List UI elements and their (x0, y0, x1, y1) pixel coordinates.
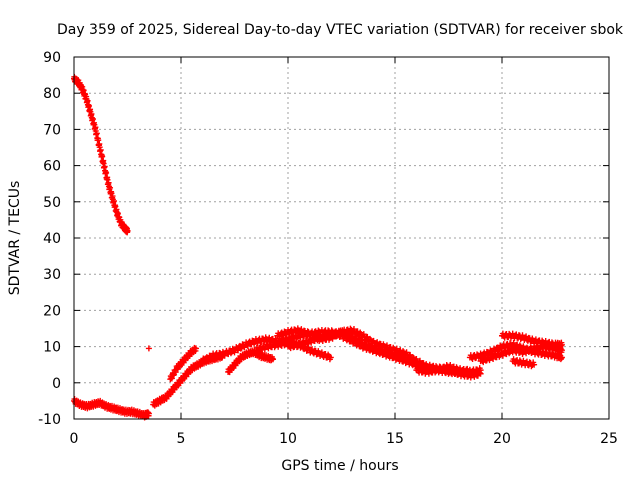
data-point (558, 341, 565, 348)
series-sat-B (71, 396, 152, 421)
data-point (327, 354, 334, 361)
x-tick-label: 5 (177, 431, 186, 447)
data-point (441, 366, 448, 373)
x-tick-label: 10 (279, 431, 297, 447)
x-axis-ticks: 0 5 10 15 20 25 (70, 57, 618, 447)
series-sat-K (413, 361, 484, 377)
series-sat-C (145, 345, 152, 352)
data-point (145, 345, 152, 352)
data-point (531, 361, 538, 368)
y-tick-label: 20 (43, 303, 61, 319)
y-tick-label: 80 (43, 86, 61, 102)
y-tick-label: 60 (43, 159, 61, 175)
series-sat-E (167, 344, 199, 383)
x-tick-label: 25 (600, 431, 618, 447)
x-tick-label: 20 (493, 431, 511, 447)
y-axis-label: SDTVAR / TECUs (7, 181, 23, 296)
data-point (558, 347, 565, 354)
x-tick-label: 0 (70, 431, 79, 447)
data-point (516, 342, 523, 349)
series-sat-J (285, 339, 334, 363)
y-axis-ticks: -10 0 10 20 30 40 50 60 70 80 90 (38, 50, 609, 428)
y-tick-label: 50 (43, 195, 61, 211)
x-axis-label: GPS time / hours (281, 458, 398, 474)
y-tick-label: 40 (43, 231, 61, 247)
data-point (506, 350, 513, 357)
data-points (71, 73, 565, 421)
chart-title: Day 359 of 2025, Sidereal Day-to-day VTE… (57, 22, 624, 38)
data-point (400, 348, 407, 355)
x-tick-label: 15 (386, 431, 404, 447)
y-tick-label: 90 (43, 50, 61, 66)
data-point (360, 331, 367, 338)
data-point (403, 349, 410, 356)
series-sat-A (71, 73, 131, 236)
series-sat-M (477, 341, 565, 366)
data-point (367, 335, 374, 342)
series-sat-O (509, 356, 538, 370)
data-point (237, 345, 244, 352)
data-point (192, 345, 199, 352)
data-point (477, 367, 484, 374)
series-sat-F (225, 347, 277, 376)
data-point (124, 227, 131, 234)
y-tick-label: 30 (43, 267, 61, 283)
series-sat-N (499, 330, 565, 350)
data-point (409, 354, 416, 361)
data-point (145, 410, 152, 417)
y-tick-label: 10 (43, 340, 61, 356)
y-tick-label: 70 (43, 122, 61, 138)
data-point (558, 354, 565, 361)
data-point (227, 350, 234, 357)
y-tick-label: 0 (52, 376, 61, 392)
data-point (301, 343, 308, 350)
y-tick-label: -10 (38, 412, 61, 428)
data-point (270, 356, 277, 363)
